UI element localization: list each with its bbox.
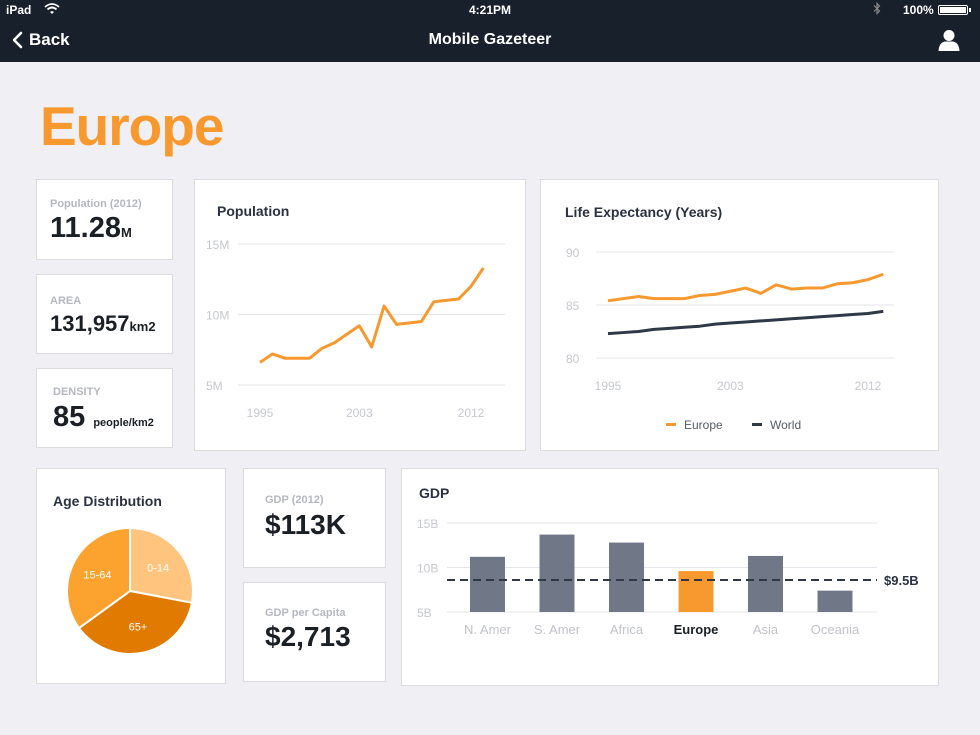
gdp-reference-label: $9.5B [884, 573, 919, 588]
population-x-tick: 1995 [247, 406, 274, 420]
gdp-category-label: Oceania [811, 622, 860, 637]
gdp-chart-card: GDP 15B 10B 5B N. Amer S. Amer Africa Europe As… [401, 468, 939, 686]
gdp-label: GDP (2012) [265, 494, 324, 506]
bluetooth-icon [873, 2, 881, 18]
population-label: Population (2012) [50, 198, 142, 210]
population-y-tick: 10M [206, 309, 229, 323]
population-y-tick: 5M [206, 379, 223, 393]
wifi-icon [44, 3, 60, 18]
population-y-tick: 15M [206, 238, 229, 252]
device-name: iPad [6, 3, 32, 17]
population-x-tick: 2012 [458, 406, 485, 420]
gdp-per-capita-label: GDP per Capita [265, 607, 346, 619]
life-expectancy-chart-card: Life Expectancy (Years) 90 85 80 1995 2003 20… [540, 179, 939, 451]
gdp-bar-africa [609, 542, 644, 612]
battery-percent: 100% [903, 3, 934, 17]
nav-title: Mobile Gazeteer [428, 31, 552, 48]
population-card: Population (2012) 11.28M [36, 179, 173, 260]
gdp-category-label: Africa [610, 622, 644, 637]
density-value-row: 85 people/km2 [53, 401, 154, 434]
population-chart-title: Population [217, 203, 290, 219]
gdp-y-tick: 15B [417, 517, 438, 531]
population-unit: M [120, 225, 132, 240]
life-y-tick: 80 [566, 352, 580, 366]
life-expectancy-chart: 90 85 80 1995 2003 2012 Europe World [566, 246, 894, 432]
area-value-row: 131,957km2 [50, 311, 156, 337]
user-icon[interactable] [938, 29, 960, 56]
pie-label-65+: 65+ [129, 622, 148, 634]
gdp-bar-samer [539, 534, 575, 612]
battery-icon [938, 5, 971, 15]
legend-swatch-world [752, 423, 762, 426]
legend-swatch-europe [666, 423, 676, 426]
gdp-per-capita-value: $2,713 [265, 621, 351, 652]
life-x-tick: 1995 [595, 379, 622, 393]
gdp-category-label: Europe [674, 622, 719, 637]
gdp-category-label: Asia [753, 622, 779, 637]
age-distribution-title: Age Distribution [53, 493, 162, 509]
area-value: 131,957 [50, 311, 130, 336]
area-card: AREA 131,957km2 [36, 274, 173, 354]
density-label: DENSITY [53, 386, 101, 398]
density-value: 85 [53, 401, 86, 433]
pie-label-15-64: 15-64 [83, 569, 111, 581]
life-x-tick: 2003 [717, 379, 744, 393]
gdp-chart-title: GDP [419, 485, 450, 501]
legend-label-world: World [770, 418, 801, 432]
population-value: 11.28 [50, 212, 121, 244]
gdp-bar-namer [470, 556, 505, 612]
gdp-category-label: S. Amer [534, 622, 581, 637]
population-series-line [259, 267, 485, 364]
pie-slice-15-64 [66, 526, 131, 630]
gdp-per-capita-card: GDP per Capita $2,713 [243, 582, 386, 682]
gdp-card: GDP (2012) $113K [243, 468, 386, 568]
gdp-category-label: N. Amer [464, 622, 512, 637]
gdp-y-tick: 10B [417, 562, 438, 576]
gdp-bar-europe [678, 571, 714, 612]
status-time: 4:21PM [468, 3, 512, 17]
pie-slice-65+ [77, 589, 194, 655]
status-bar: iPad 4:21PM 100% [0, 0, 980, 20]
gdp-chart: 15B 10B 5B N. Amer S. Amer Africa Europe Asia Oc… [417, 517, 919, 637]
legend-label-europe: Europe [684, 418, 723, 432]
area-unit: km2 [129, 319, 156, 334]
life-series-line-europe [607, 272, 884, 303]
gdp-bar-asia [748, 555, 783, 612]
life-series-line-world [607, 309, 884, 336]
back-button-label: Back [29, 30, 70, 49]
life-expectancy-chart-title: Life Expectancy (Years) [565, 204, 723, 220]
life-y-tick: 85 [566, 299, 580, 313]
area-label: AREA [50, 295, 82, 307]
age-distribution-chart: 0-14 65+ 15-64 [66, 526, 194, 655]
age-distribution-card: Age Distribution 0-14 65+ 15-64 [36, 468, 226, 684]
gdp-y-tick: 5B [417, 606, 432, 620]
gdp-value: $113K [265, 509, 346, 540]
life-x-tick: 2012 [855, 379, 882, 393]
navigation-bar: Back Mobile Gazeteer [0, 20, 980, 62]
life-y-tick: 90 [566, 246, 580, 260]
chevron-left-icon [12, 31, 23, 49]
population-chart-card: Population 15M 10M 5M 1995 2003 2012 [194, 179, 526, 451]
population-value-row: 11.28M [50, 212, 132, 245]
pie-label-0-14: 0-14 [147, 563, 169, 575]
gdp-bar-oceania [817, 590, 853, 612]
density-unit: people/km2 [93, 417, 154, 429]
region-title: Europe [40, 95, 224, 157]
density-card: DENSITY 85 people/km2 [36, 368, 173, 448]
population-x-tick: 2003 [346, 406, 373, 420]
population-chart: 15M 10M 5M 1995 2003 2012 [206, 238, 505, 420]
back-button[interactable]: Back [12, 30, 70, 50]
pie-slice-0-14 [129, 526, 194, 604]
